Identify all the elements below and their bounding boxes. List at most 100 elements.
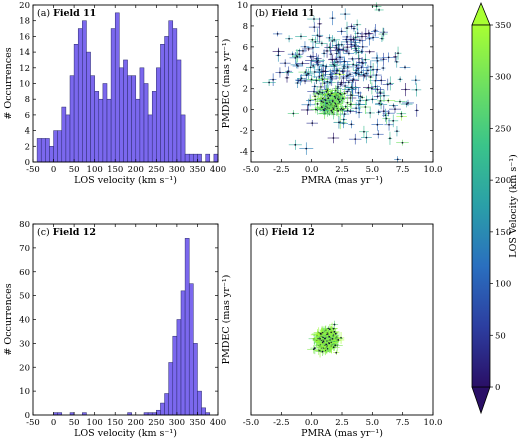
data-point <box>353 19 362 31</box>
data-point <box>376 109 382 116</box>
data-point <box>357 73 372 79</box>
data-point <box>315 347 330 356</box>
histogram-bar <box>40 138 46 163</box>
histogram-bar <box>119 67 124 163</box>
x-tick-label: -5.0 <box>243 165 259 175</box>
histogram-bar <box>139 67 145 163</box>
data-point <box>316 40 328 47</box>
data-point <box>313 86 321 100</box>
x-tick-label: 7.5 <box>396 418 410 428</box>
data-point <box>272 31 283 37</box>
y-tick-label: 18 <box>19 17 30 27</box>
data-point <box>320 65 326 77</box>
data-point <box>400 100 413 108</box>
x-tick-label: 100 <box>87 418 103 428</box>
data-point <box>336 79 347 86</box>
y-tick-label: 2 <box>25 142 30 152</box>
data-point <box>355 68 363 81</box>
data-point <box>372 130 384 139</box>
data-point <box>303 68 314 80</box>
data-point <box>349 133 362 145</box>
data-point <box>373 94 382 99</box>
data-point <box>306 94 315 107</box>
data-point <box>371 52 383 64</box>
data-point <box>371 118 384 131</box>
data-point <box>310 63 316 69</box>
y-tick-label: 40 <box>19 316 30 326</box>
y-axis-label: # Occurrences <box>3 47 14 119</box>
scatter-points <box>307 320 345 358</box>
data-point <box>306 54 315 59</box>
data-point <box>411 83 422 97</box>
colorbar-tick-label: 50 <box>495 331 506 341</box>
y-tick-label: 16 <box>19 32 30 42</box>
scatter-points <box>262 2 422 163</box>
panel-title: (d) Field 12 <box>255 227 315 238</box>
histogram-bar <box>131 75 137 163</box>
data-point <box>307 15 321 23</box>
colorbar-max-extension <box>471 1 491 26</box>
data-point <box>328 49 334 59</box>
x-tick-label: -50 <box>26 165 40 175</box>
x-tick-label: 50 <box>69 165 80 175</box>
data-point <box>387 131 393 145</box>
data-point <box>377 96 384 106</box>
y-tick-label: 30 <box>19 339 30 349</box>
x-tick-label: 50 <box>69 418 80 428</box>
data-point <box>308 22 320 33</box>
data-point <box>335 45 342 54</box>
data-point <box>394 125 400 137</box>
data-point <box>289 51 302 64</box>
data-point <box>359 125 369 138</box>
histogram-bar <box>172 28 178 163</box>
histogram-bar <box>172 335 178 416</box>
y-axis-label: # Occurrences <box>3 283 14 355</box>
histogram-bar <box>184 238 190 416</box>
data-point <box>376 75 386 85</box>
data-point <box>363 95 370 105</box>
y-tick-label: 20 <box>19 1 30 11</box>
data-point <box>337 27 347 35</box>
panel-title-prefix: (a) <box>37 8 53 19</box>
data-point <box>295 50 304 58</box>
data-point <box>339 104 352 109</box>
data-point <box>335 44 341 58</box>
data-point <box>394 46 402 60</box>
histogram-bar <box>201 407 206 416</box>
panel-title: (a) Field 11 <box>37 8 96 19</box>
y-tick-label: 0 <box>243 106 248 116</box>
data-point <box>285 66 293 76</box>
histogram-bar <box>180 114 186 163</box>
data-point <box>388 105 401 113</box>
data-point <box>299 142 314 155</box>
data-point <box>355 107 363 119</box>
panel-title: (b) Field 11 <box>255 8 315 19</box>
histogram-bar <box>98 98 104 163</box>
data-point <box>359 49 365 54</box>
colorbar-tick-label: 0 <box>495 383 500 393</box>
data-point <box>348 35 359 43</box>
data-point <box>349 75 358 84</box>
y-tick-label: 50 <box>19 292 30 302</box>
colorbar-min-extension <box>471 386 491 415</box>
data-point <box>316 334 330 341</box>
data-point <box>295 74 306 86</box>
data-point <box>343 51 355 56</box>
data-point <box>327 132 340 144</box>
data-point <box>382 112 391 125</box>
data-point <box>306 41 320 54</box>
data-point <box>295 33 307 40</box>
data-point <box>337 81 344 87</box>
histogram-bar <box>90 75 95 163</box>
data-point <box>340 68 345 74</box>
data-point <box>333 116 345 129</box>
x-tick-label: 300 <box>169 165 185 175</box>
data-point <box>332 337 345 343</box>
data-point <box>367 70 374 85</box>
colorbar: 0 50 100 150 200 250 300 350 LOS Velocity (km s⁻… <box>471 1 519 415</box>
data-point <box>307 345 321 354</box>
colorbar-tick-label: 250 <box>495 124 511 134</box>
data-point <box>285 35 293 43</box>
histogram-bar <box>176 59 182 163</box>
